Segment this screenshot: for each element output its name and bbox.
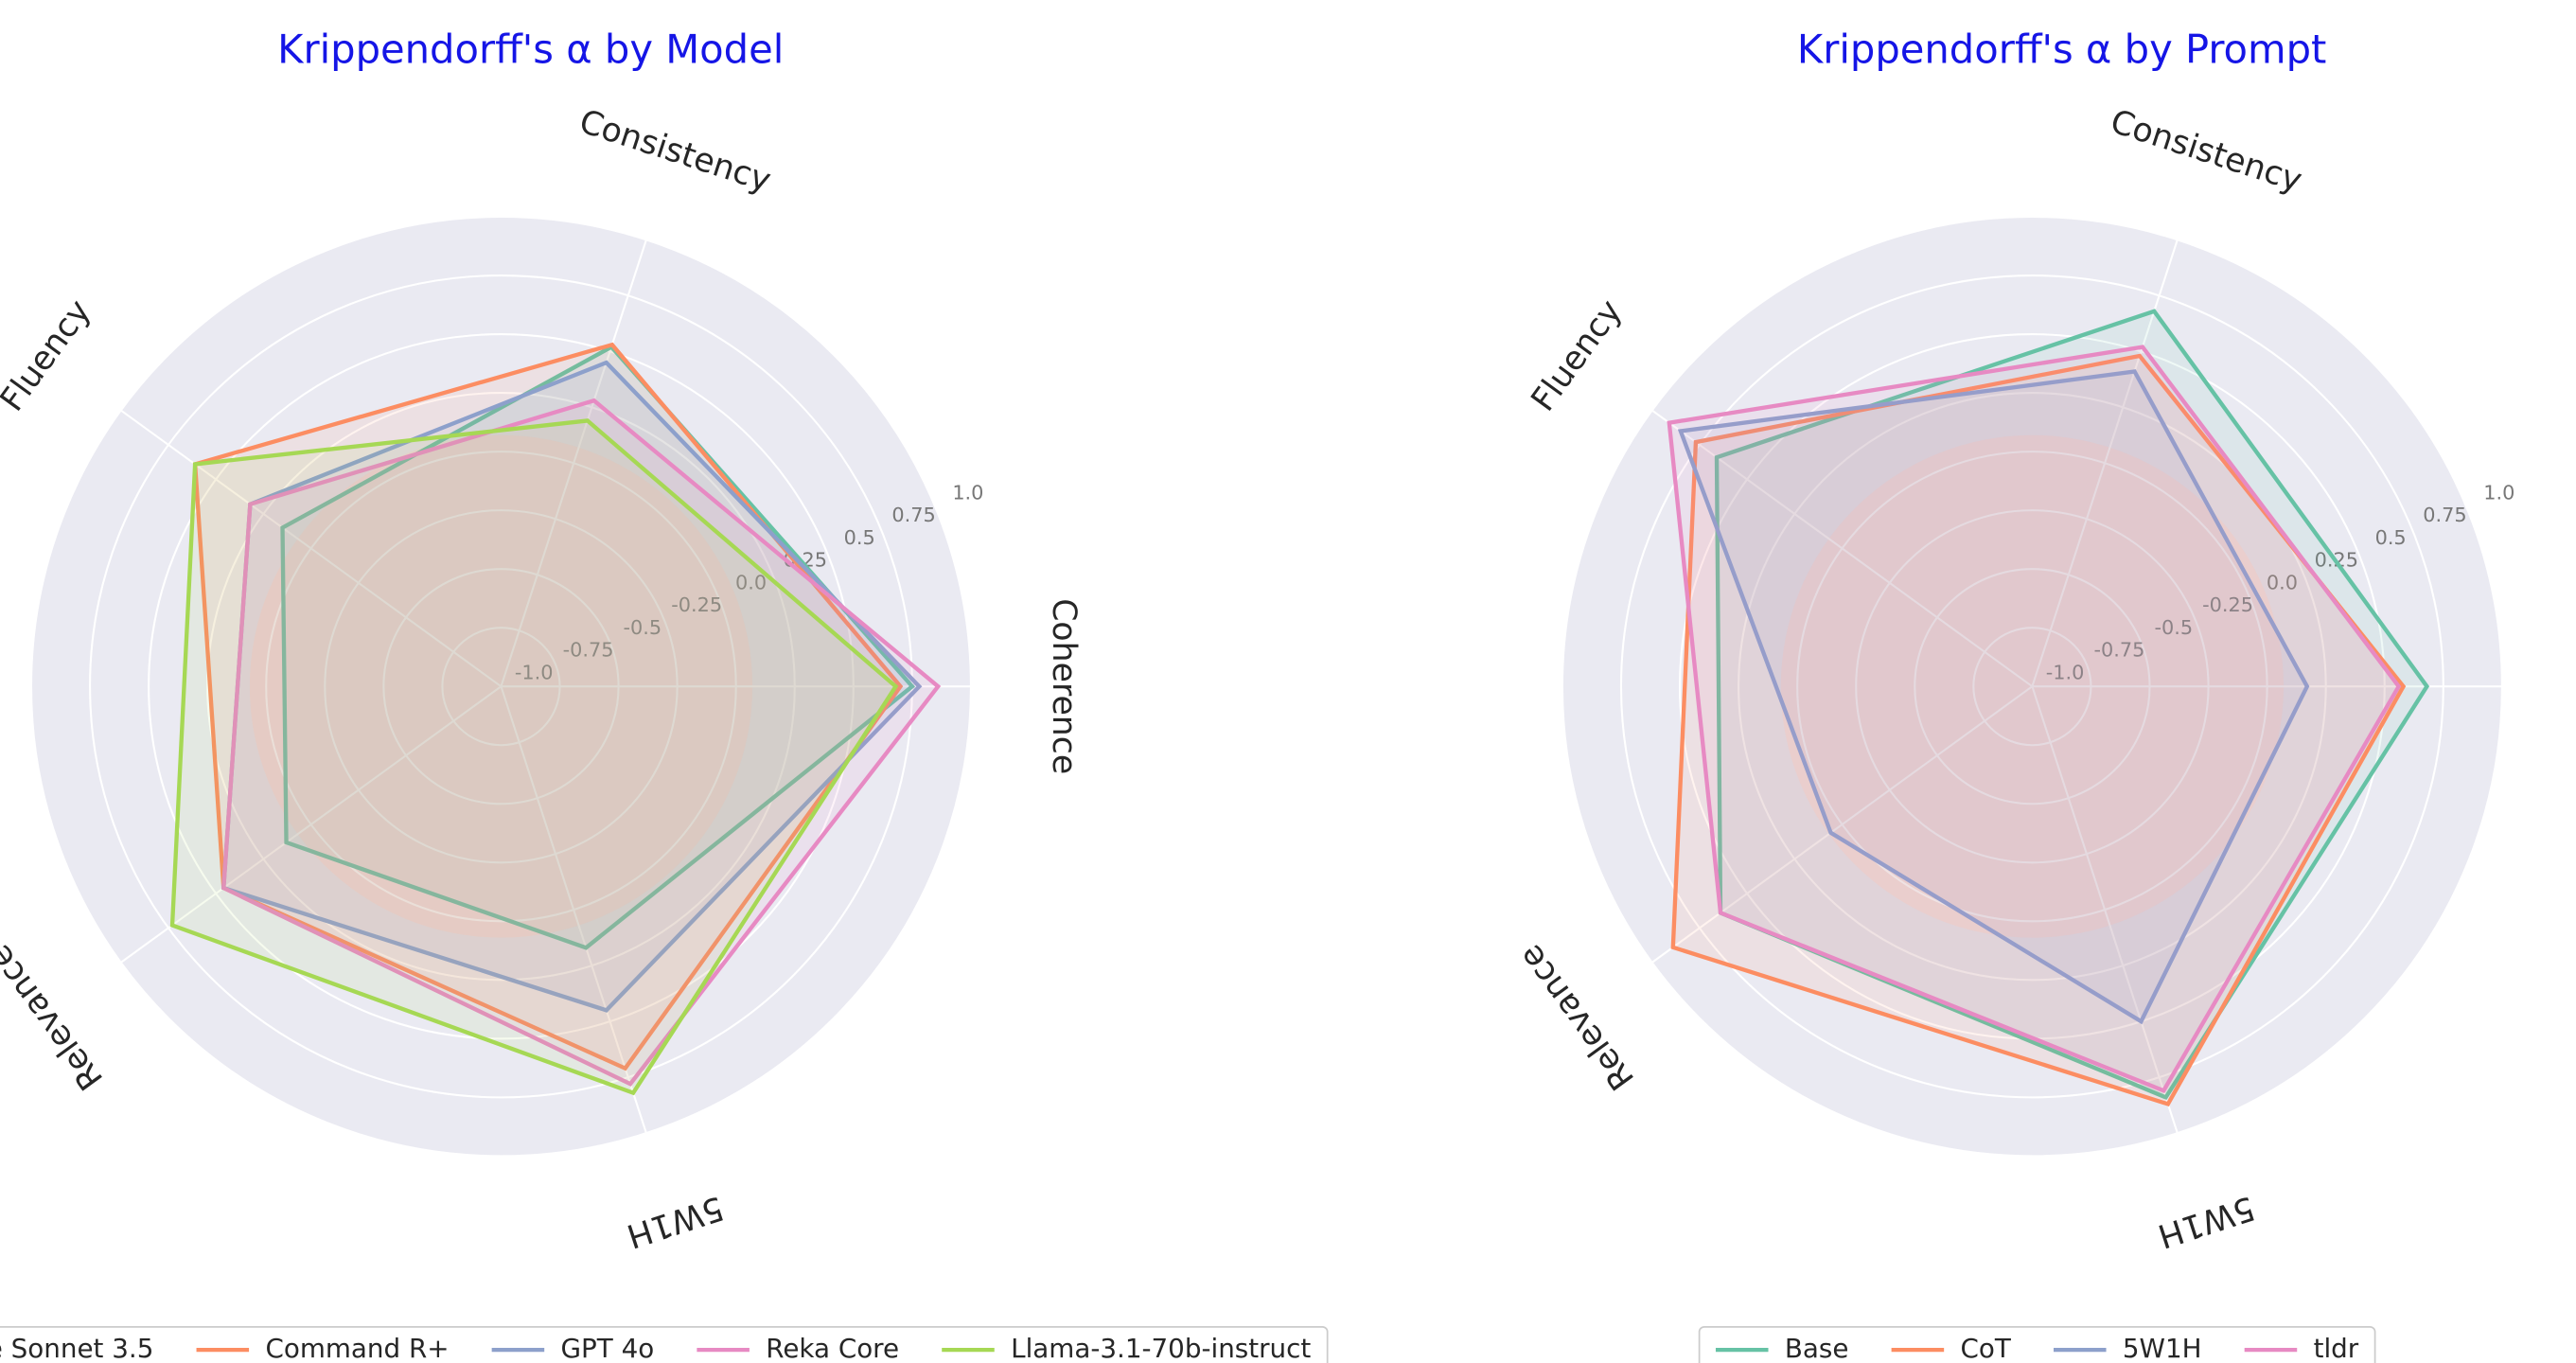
spoke	[500, 239, 647, 687]
r-tick-label: 1.0	[2483, 481, 2514, 504]
legend-item: Base	[1715, 1333, 1849, 1363]
r-tick-label: -0.75	[563, 639, 614, 662]
category-label: Fluency	[0, 293, 98, 418]
legend-item: tldr	[2244, 1333, 2359, 1363]
legend-box	[1698, 1325, 2376, 1363]
category-label: 5W1H	[622, 1188, 728, 1254]
legend-label: Llama-3.1-70b-instruct	[1011, 1333, 1311, 1363]
r-tick-label: 0.5	[2375, 526, 2407, 549]
category-label: Relevance	[1511, 937, 1642, 1096]
legend-label: CoT	[1961, 1333, 2012, 1363]
series-line	[1667, 345, 2402, 1093]
legend-item: 5W1H	[2053, 1333, 2202, 1363]
legend-label: Base	[1785, 1333, 1849, 1363]
legend-item: Claude Sonnet 3.5	[0, 1333, 153, 1363]
category-label: Consistency	[2106, 103, 2306, 201]
r-tick-label: -0.5	[2154, 616, 2193, 639]
spoke	[1651, 685, 2034, 964]
legend-item: Llama-3.1-70b-instruct	[942, 1333, 1311, 1363]
legend-label: tldr	[2314, 1333, 2359, 1363]
r-tick-label: -0.75	[2094, 639, 2145, 662]
chart-title: Krippendorff's α by Model	[277, 27, 784, 73]
spoke	[120, 685, 503, 964]
r-tick-label: -0.5	[624, 616, 662, 639]
series-line	[1677, 369, 2310, 1025]
radar-chart: Krippendorff's α by Prompt -1.0 -0.75 -0.5-…	[1511, 27, 2514, 1255]
category-label: Coherence	[1045, 598, 1083, 774]
spoke	[2031, 685, 2179, 1134]
category-label: 5W1H	[2153, 1188, 2259, 1254]
legend-label: 5W1H	[2123, 1333, 2202, 1363]
series-area	[1680, 371, 2307, 1022]
r-tick-label: 0.0	[2267, 571, 2298, 593]
r-tick-label: 0.0	[735, 571, 767, 593]
r-tick-label: 0.75	[891, 504, 935, 526]
legend-label: Claude Sonnet 3.5	[0, 1333, 153, 1363]
r-tick-label: -0.25	[2202, 593, 2253, 616]
legend-item: Command R+	[196, 1333, 450, 1363]
legend-item: GPT 4o	[491, 1333, 655, 1363]
legend: Claude Sonnet 3.5 Command R+ GPT 4o Reka Co…	[0, 1325, 1329, 1363]
spoke	[2031, 239, 2179, 687]
r-tick-label: -0.25	[671, 593, 722, 616]
spoke	[120, 409, 503, 688]
legend-label: Command R+	[265, 1333, 449, 1363]
legend-box	[0, 1325, 1329, 1363]
series-area	[172, 420, 896, 1093]
series-line	[169, 418, 899, 1096]
r-tick-label: -1.0	[2046, 661, 2085, 683]
category-label: Consistency	[574, 103, 775, 201]
legend: Base CoT 5W1H tldr	[1698, 1325, 2376, 1363]
r-tick-label: -1.0	[515, 661, 554, 683]
r-tick-label: 1.0	[952, 481, 983, 504]
series-area	[282, 346, 912, 948]
spoke	[500, 685, 647, 1134]
radar-chart: Krippendorff's α by Model -1.0 -0.75 -0.5 -0…	[0, 27, 1083, 1255]
legend-label: GPT 4o	[561, 1333, 655, 1363]
r-tick-label: 0.75	[2423, 504, 2466, 526]
category-label: Fluency	[1525, 293, 1630, 418]
series-area	[1672, 355, 2404, 1105]
series-line	[192, 342, 904, 1071]
series-area	[1668, 346, 2399, 1091]
r-tick-label: 0.5	[844, 526, 875, 549]
legend-item: Reka Core	[697, 1333, 899, 1363]
category-label: Relevance	[0, 937, 111, 1096]
legend-item: CoT	[1891, 1333, 2012, 1363]
series-area	[1717, 310, 2427, 1098]
series-line	[1670, 353, 2407, 1107]
legend-label: Reka Core	[766, 1333, 899, 1363]
chart-title: Krippendorff's α by Prompt	[1797, 27, 2327, 73]
